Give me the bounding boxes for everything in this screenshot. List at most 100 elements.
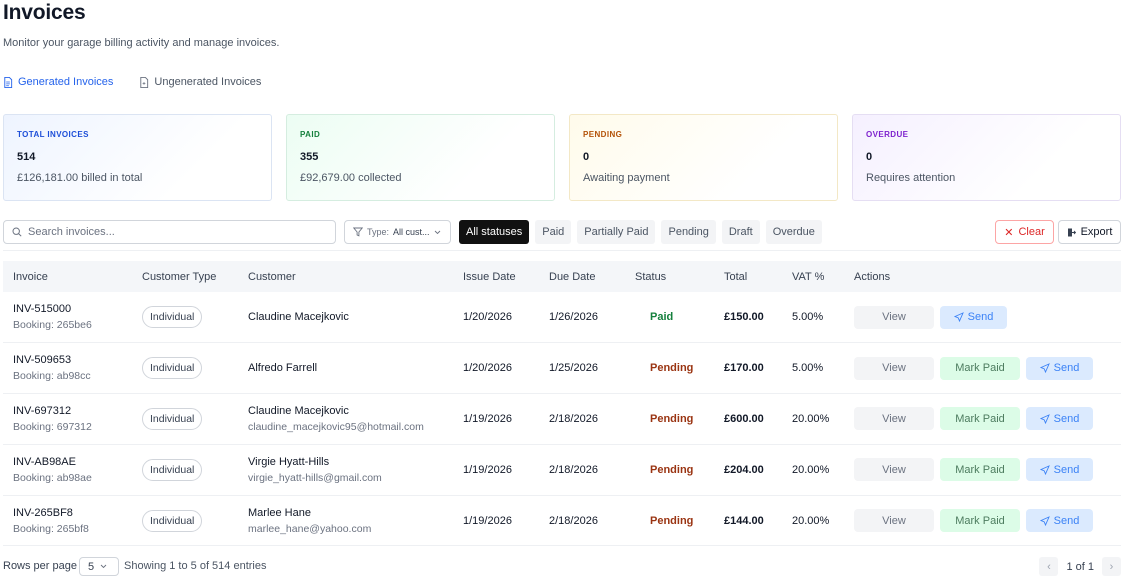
customer-name: Virgie Hyatt-Hills xyxy=(248,455,330,468)
status-filter-chips: All statuses Paid Partially Paid Pending… xyxy=(459,220,822,244)
card-value: 0 xyxy=(866,151,873,163)
status-chip-pending[interactable]: Pending xyxy=(661,220,716,244)
document-icon xyxy=(4,76,13,88)
col-header-customer-type: Customer Type xyxy=(142,270,217,283)
page-subtitle: Monitor your garage billing activity and… xyxy=(3,37,280,49)
customer-name: Marlee Hane xyxy=(248,506,311,519)
customer-type-badge: Individual xyxy=(142,357,203,380)
booking-ref: Booking: 697312 xyxy=(13,420,92,433)
clear-button[interactable]: ✕ Clear xyxy=(995,220,1054,244)
cell-customer-type: Individual xyxy=(142,444,248,495)
cell-due-date: 2/18/2026 xyxy=(549,514,598,527)
view-button[interactable]: View xyxy=(854,407,934,431)
cell-customer-type: Individual xyxy=(142,343,248,394)
mark-paid-button[interactable]: Mark Paid xyxy=(940,407,1020,431)
cell-vat: 5.00% xyxy=(792,362,824,375)
cell-issue-date: 1/19/2026 xyxy=(463,514,512,527)
card-total-invoices: TOTAL INVOICES 514 £126,181.00 billed in… xyxy=(3,114,272,201)
status-badge: Pending xyxy=(650,362,694,375)
send-button[interactable]: Send xyxy=(1026,356,1093,380)
cell-due-date: 2/18/2026 xyxy=(549,412,598,425)
status-chip-partially-paid[interactable]: Partially Paid xyxy=(577,220,656,244)
view-button[interactable]: View xyxy=(854,458,934,482)
invoice-id: INV-515000 xyxy=(13,303,72,316)
booking-ref: Booking: ab98cc xyxy=(13,370,91,383)
tab-ungenerated-invoices[interactable]: Ungenerated Invoices xyxy=(139,76,261,88)
view-button[interactable]: View xyxy=(854,305,934,329)
card-paid: PAID 355 £92,679.00 collected xyxy=(286,114,555,201)
status-chip-all[interactable]: All statuses xyxy=(459,220,530,244)
col-header-actions: Actions xyxy=(854,270,891,283)
type-value: All cust... xyxy=(393,227,430,237)
customer-name: Claudine Macejkovic xyxy=(248,311,349,324)
filter-icon xyxy=(353,227,363,237)
card-label: OVERDUE xyxy=(866,130,909,139)
send-button[interactable]: Send xyxy=(940,305,1007,329)
card-label: TOTAL INVOICES xyxy=(17,130,89,139)
mark-paid-button[interactable]: Mark Paid xyxy=(940,509,1020,533)
send-icon xyxy=(1039,515,1050,526)
cell-total: £144.00 xyxy=(724,514,764,527)
customer-name: Alfredo Farrell xyxy=(248,362,318,375)
export-button[interactable]: Export xyxy=(1058,220,1121,244)
send-icon xyxy=(1039,414,1050,424)
view-button[interactable]: View xyxy=(854,509,934,533)
cell-status: Pending xyxy=(635,394,724,445)
prev-page-button[interactable]: ‹ xyxy=(1039,557,1059,576)
cell-customer-type: Individual xyxy=(142,495,248,546)
table-row: INV-515000 Booking: 265be6 Individual Cl… xyxy=(3,292,1121,343)
mark-paid-button[interactable]: Mark Paid xyxy=(940,356,1020,380)
cell-actions: View Mark Paid Send xyxy=(854,444,1121,495)
send-icon xyxy=(1039,363,1050,374)
cell-actions: View Send xyxy=(854,292,1121,343)
table-footer: Rows per page 5 Showing 1 to 5 of 514 en… xyxy=(3,557,1121,576)
cell-customer: Marlee Hane marlee_hane@yahoo.com xyxy=(248,495,463,546)
send-button[interactable]: Send xyxy=(1026,407,1093,431)
booking-ref: Booking: 265be6 xyxy=(13,319,92,332)
card-value: 514 xyxy=(17,151,36,163)
col-header-total: Total xyxy=(724,270,748,283)
status-chip-paid[interactable]: Paid xyxy=(535,220,572,244)
card-pending: PENDING 0 Awaiting payment xyxy=(569,114,838,201)
card-value: 355 xyxy=(300,151,319,163)
status-chip-overdue[interactable]: Overdue xyxy=(765,220,822,244)
customer-type-select[interactable]: Type: All cust... xyxy=(344,220,451,244)
status-badge: Pending xyxy=(650,412,694,425)
booking-ref: Booking: 265bf8 xyxy=(13,522,89,535)
cell-invoice: INV-509653 Booking: ab98cc xyxy=(3,343,142,394)
view-button[interactable]: View xyxy=(854,356,934,380)
next-page-button[interactable]: › xyxy=(1102,557,1121,576)
page-title: Invoices xyxy=(3,1,86,24)
send-button[interactable]: Send xyxy=(1026,509,1093,533)
cell-customer-type: Individual xyxy=(142,292,248,343)
chevron-down-icon xyxy=(100,564,107,569)
pagination: ‹ 1 of 1 › xyxy=(1039,557,1121,576)
divider xyxy=(3,250,1121,251)
booking-ref: Booking: ab98ae xyxy=(13,471,92,484)
search-input[interactable] xyxy=(28,226,318,238)
cell-total: £600.00 xyxy=(724,412,764,425)
col-header-due-date: Due Date xyxy=(549,270,596,283)
status-badge: Pending xyxy=(650,514,694,527)
col-header-issue-date: Issue Date xyxy=(463,270,516,283)
cell-issue-date: 1/19/2026 xyxy=(463,463,512,476)
filter-bar: Type: All cust... All statuses Paid Part… xyxy=(3,220,1121,244)
send-button[interactable]: Send xyxy=(1026,458,1093,482)
col-header-invoice: Invoice xyxy=(13,270,48,283)
customer-type-badge: Individual xyxy=(142,306,203,329)
mark-paid-button[interactable]: Mark Paid xyxy=(940,458,1020,482)
export-icon xyxy=(1067,228,1076,236)
send-icon xyxy=(1039,464,1050,475)
cell-customer: Virgie Hyatt-Hills virgie_hyatt-hills@gm… xyxy=(248,444,463,495)
cell-issue-date: 1/20/2026 xyxy=(463,311,512,324)
cell-total: £204.00 xyxy=(724,463,764,476)
cell-due-date: 1/25/2026 xyxy=(549,362,598,375)
status-chip-draft[interactable]: Draft xyxy=(721,220,760,244)
send-icon xyxy=(953,312,964,323)
rows-per-page-select[interactable]: 5 xyxy=(79,557,119,576)
cell-invoice: INV-697312 Booking: 697312 xyxy=(3,394,142,445)
tab-generated-invoices[interactable]: Generated Invoices xyxy=(3,76,113,88)
customer-email: virgie_hyatt-hills@gmail.com xyxy=(248,471,382,484)
cell-customer-type: Individual xyxy=(142,394,248,445)
rows-per-page-label: Rows per page xyxy=(3,560,77,572)
